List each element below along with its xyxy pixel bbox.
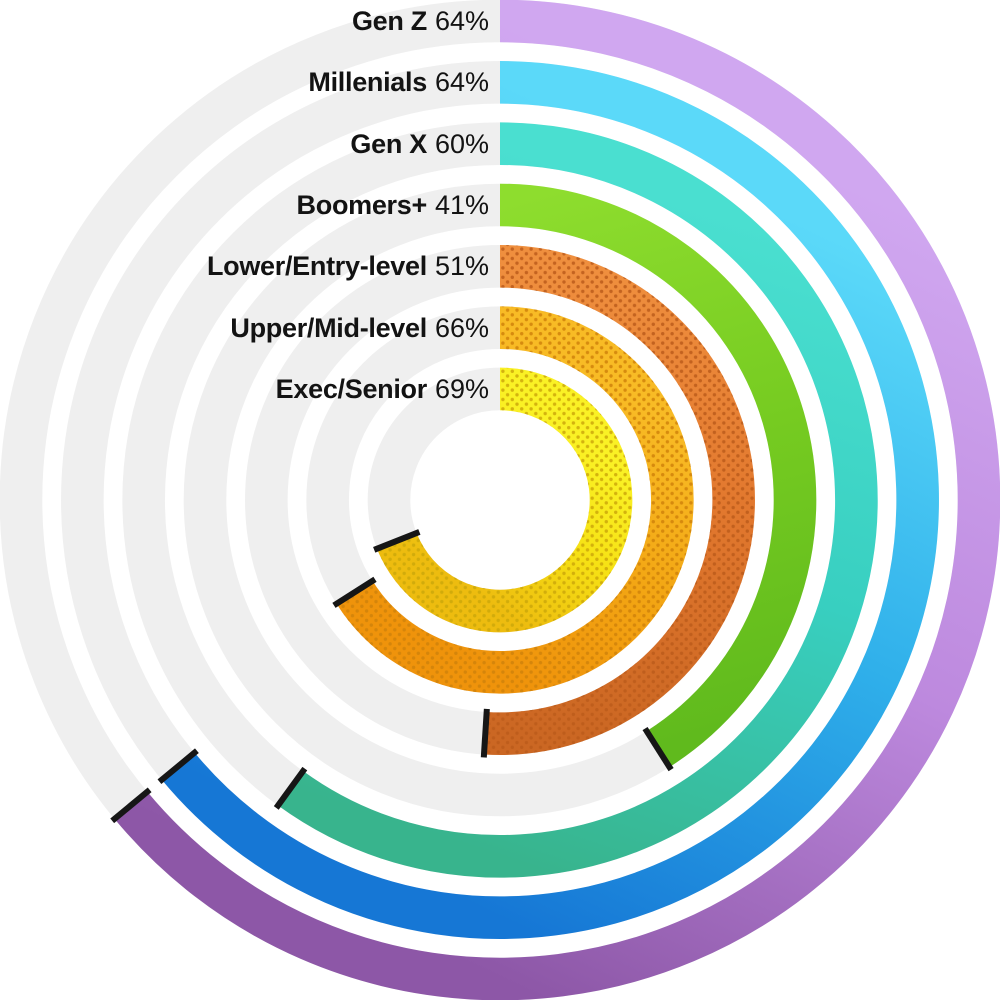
- ring-endcap-lower-entry-level: [480, 708, 490, 758]
- ring-dots-lower-entry-level: [484, 245, 755, 755]
- ring-dots-upper-mid-level: [336, 306, 694, 694]
- ring-endcap-upper-mid-level: [332, 576, 377, 608]
- ring-endcap-gen-z: [110, 787, 152, 824]
- ring-arc-gen-z: [114, 0, 1000, 1000]
- ring-endcap-gen-x: [273, 766, 308, 810]
- ring-endcap-exec-senior: [373, 529, 421, 553]
- ring-dots-exec-senior: [376, 367, 633, 633]
- ring-arc-gen-x: [278, 122, 878, 878]
- ring-arc-boomers: [499, 183, 817, 768]
- ring-endcap-millenials: [157, 748, 199, 785]
- ring-arc-millenials: [161, 61, 939, 939]
- ring-endcap-boomers: [642, 726, 674, 772]
